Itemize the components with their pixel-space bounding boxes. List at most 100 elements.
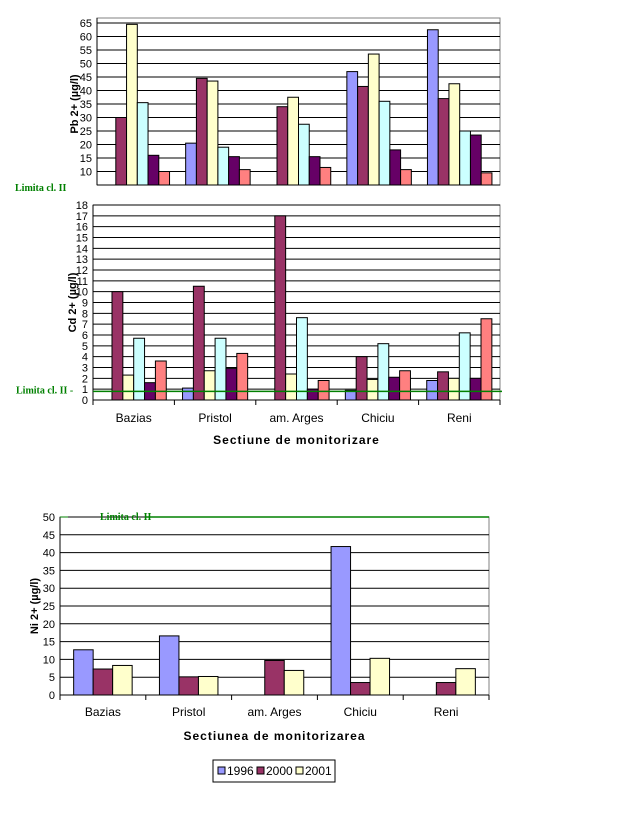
y-axis-title: Ni 2+ (µg/l) (29, 578, 41, 634)
bar-ni-s3-2 (283, 669, 305, 696)
y-tick-label: 0 (49, 690, 55, 702)
bar-ni-s3-3 (369, 657, 391, 696)
y-tick-label: 65 (80, 18, 92, 30)
bar-ni-s2-4 (435, 682, 457, 696)
legend-label: 2000 (266, 764, 293, 778)
bar-cd-s3-4 (447, 377, 460, 401)
y-tick-label: 30 (43, 583, 55, 595)
bar-ni-s2-3 (350, 682, 371, 696)
bar-cd-s2-2 (274, 215, 287, 401)
bar-cd-s3-2 (285, 373, 298, 401)
y-tick-label: 15 (76, 233, 88, 245)
bar-pb-s5-3 (389, 149, 402, 186)
y-tick-label: 3 (82, 363, 88, 375)
y-tick-label: 10 (76, 287, 88, 299)
x-tick-label: Reni (434, 705, 459, 719)
y-tick-label: 50 (80, 59, 92, 71)
legend-swatch-2000 (256, 766, 265, 775)
bar-ni-s1-1 (158, 635, 180, 696)
y-tick-label: 2 (82, 373, 88, 385)
bar-cd-s5-1 (225, 368, 238, 401)
bar-pb-s3-4 (448, 83, 461, 186)
bar-pb-s1-3 (346, 71, 359, 186)
y-tick-label: 10 (80, 167, 92, 179)
bar-pb-s1-1 (185, 142, 197, 186)
y-tick-label: 13 (76, 254, 88, 266)
bar-pb-s4-2 (298, 123, 310, 186)
bar-pb-s6-0 (158, 171, 171, 186)
bar-cd-s4-3 (377, 343, 390, 401)
bar-cd-s1-4 (426, 380, 439, 401)
chart-ni: 0 5 10 15 20 25 30 35 40 45 50 Bazias Pristol am. Arg… (29, 512, 490, 783)
bar-cd-s4-4 (458, 332, 471, 401)
limit-label: Limita cl. II - (16, 385, 73, 396)
y-tick-label: 45 (43, 530, 55, 542)
y-tick-label: 15 (43, 637, 55, 649)
y-tick-label: 7 (82, 319, 88, 331)
bar-cd-s2-0 (111, 291, 124, 401)
bar-ni-s3-1 (197, 675, 219, 696)
bar-cd-s4-2 (296, 317, 308, 401)
bar-pb-s2-0 (115, 117, 128, 186)
x-axis-title: Sectiunea de monitorizarea (183, 729, 365, 743)
y-tick-label: 20 (43, 619, 55, 631)
bar-cd-s3-0 (122, 374, 135, 401)
bar-pb-s3-0 (126, 23, 138, 186)
legend-swatch-2001 (295, 766, 304, 775)
bar-cd-s2-3 (355, 356, 368, 401)
y-tick-label: 5 (49, 672, 55, 684)
y-tick-label: 18 (76, 200, 88, 212)
bar-pb-s6-3 (400, 169, 412, 186)
y-tick-label: 55 (80, 45, 92, 57)
bar-cd-s3-1 (203, 370, 216, 401)
y-tick-label: 9 (82, 298, 88, 310)
bar-ni-s1-3 (330, 546, 352, 696)
x-tick-label: Chiciu (344, 705, 377, 719)
x-tick-label: Reni (447, 411, 472, 425)
y-tick-label: 4 (82, 352, 88, 364)
bar-cd-s5-3 (388, 376, 401, 401)
limit-label: Limita cl. II (15, 183, 66, 194)
legend: 1996 2000 2001 (212, 759, 336, 783)
bar-cd-s1-1 (182, 387, 194, 401)
bar-pb-s5-1 (228, 156, 240, 186)
y-tick-label: 16 (76, 222, 88, 234)
bar-pb-s1-4 (426, 29, 439, 186)
y-tick-label: 35 (80, 99, 92, 111)
bar-pb-s4-4 (459, 130, 471, 186)
y-tick-label: 5 (82, 341, 88, 353)
bar-cd-s6-3 (399, 370, 411, 401)
bar-pb-s3-3 (367, 53, 380, 186)
x-tick-label: Bazias (85, 705, 121, 719)
bar-pb-s3-2 (287, 96, 299, 186)
x-tick-label: Chiciu (361, 411, 394, 425)
legend-label: 1996 (227, 764, 254, 778)
bar-ni-s3-0 (112, 664, 133, 696)
legend-label: 2001 (305, 764, 332, 778)
limit-label: Limita cl. II (100, 512, 151, 523)
bar-pb-s4-3 (378, 100, 391, 186)
y-tick-label: 10 (43, 654, 55, 666)
bar-ni-s2-1 (178, 676, 199, 696)
bar-pb-s6-4 (480, 172, 493, 186)
bar-pb-s4-1 (217, 146, 230, 186)
bar-cd-s4-0 (133, 337, 146, 401)
bar-cd-s6-1 (236, 352, 249, 401)
y-tick-label: 25 (80, 126, 92, 138)
y-tick-label: 60 (80, 32, 92, 44)
bar-pb-s2-2 (276, 106, 289, 186)
bar-ni-s1-0 (73, 649, 94, 696)
y-tick-label: 11 (77, 276, 88, 288)
y-axis-title: Cd 2+ (µg/l) (67, 272, 79, 332)
y-tick-label: 20 (80, 140, 92, 152)
bar-cd-s6-2 (317, 380, 330, 401)
x-tick-label: Bazias (116, 411, 152, 425)
legend-swatch-1996 (217, 766, 226, 775)
y-tick-label: 50 (43, 512, 55, 524)
y-tick-label: 15 (80, 153, 92, 165)
bar-pb-s5-0 (147, 154, 160, 186)
x-tick-label: am. Arges (269, 411, 323, 425)
